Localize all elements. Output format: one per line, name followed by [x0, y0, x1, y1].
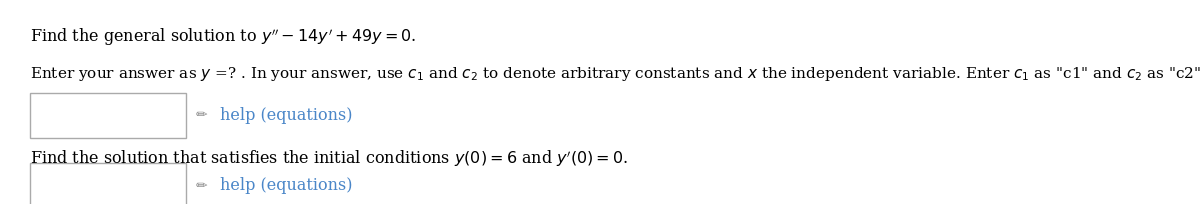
- Text: help (equations): help (equations): [220, 107, 352, 124]
- Text: ✏: ✏: [196, 179, 208, 193]
- Text: Enter your answer as $y$ =? . In your answer, use $c_1$ and $c_2$ to denote arbi: Enter your answer as $y$ =? . In your an…: [30, 65, 1200, 83]
- FancyBboxPatch shape: [30, 163, 186, 204]
- FancyBboxPatch shape: [30, 93, 186, 138]
- Text: Find the solution that satisfies the initial conditions $y(0) = 6$ and $y'(0) = : Find the solution that satisfies the ini…: [30, 149, 629, 169]
- Text: help (equations): help (equations): [220, 177, 352, 194]
- Text: ✏: ✏: [196, 108, 208, 122]
- Text: Find the general solution to $y'' - 14y' + 49y = 0$.: Find the general solution to $y'' - 14y'…: [30, 27, 416, 48]
